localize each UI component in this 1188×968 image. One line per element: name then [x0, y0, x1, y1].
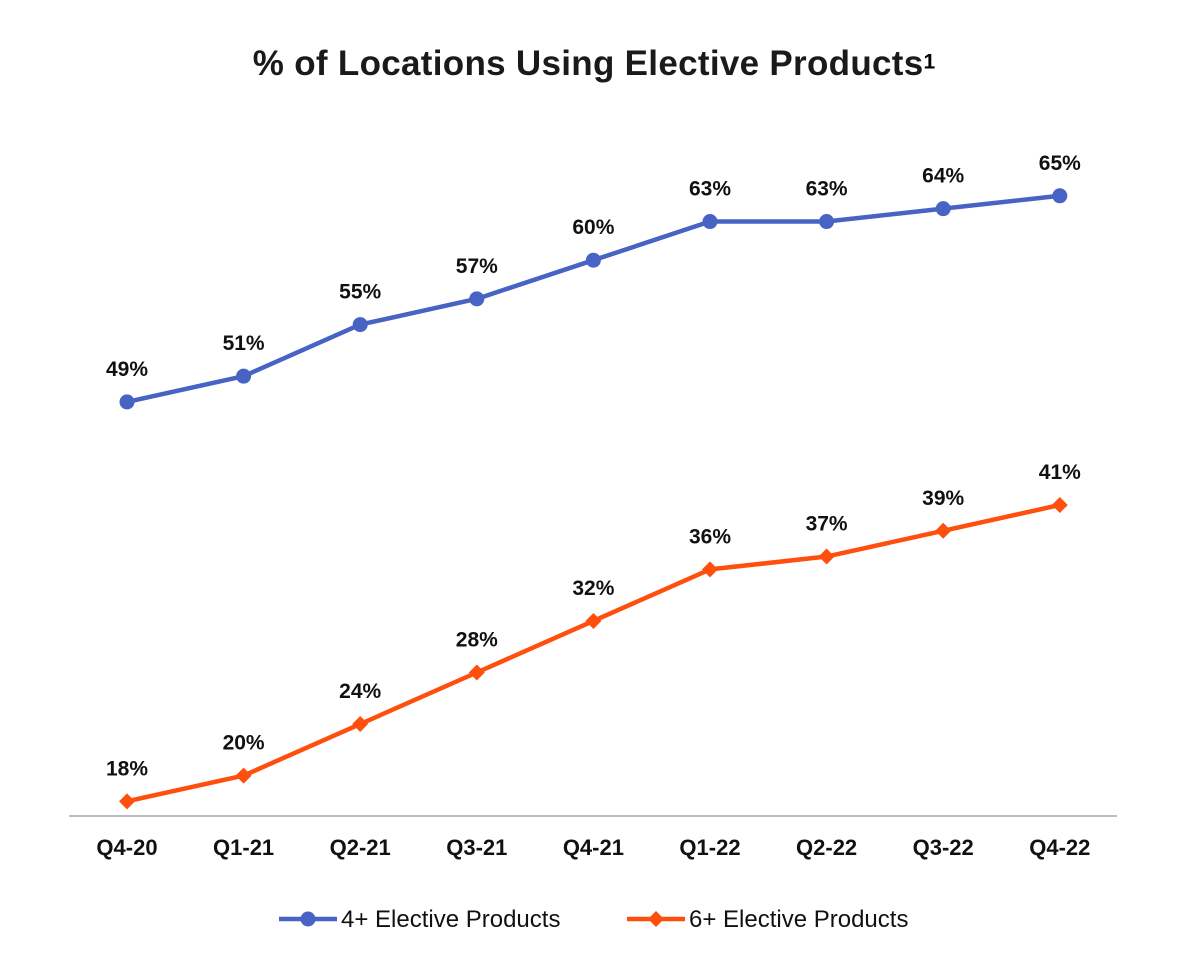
- legend-label: 6+ Elective Products: [689, 906, 908, 933]
- data-point-marker: [300, 911, 316, 927]
- data-label: 24%: [339, 680, 381, 703]
- data-label: 63%: [689, 178, 731, 201]
- data-label: 65%: [1039, 152, 1081, 175]
- data-label: 49%: [106, 358, 148, 381]
- data-label: 60%: [572, 216, 614, 239]
- x-tick-label: Q2-21: [330, 835, 391, 860]
- data-label: 18%: [106, 757, 148, 780]
- data-label: 63%: [806, 178, 848, 201]
- data-label: 20%: [223, 732, 265, 755]
- x-tick-label: Q2-22: [796, 835, 857, 860]
- series-layer: 49% 51% 55% 57% 60% 63% 63% 64% 65% 18% 20% 24% 28% 3…: [106, 152, 1081, 810]
- data-point-marker: [352, 317, 368, 333]
- data-point-marker: [352, 716, 369, 733]
- data-label: 28%: [456, 629, 498, 652]
- chart-title: % of Locations Using Elective Products: [252, 44, 924, 83]
- data-label: 51%: [223, 332, 265, 355]
- data-label: 36%: [689, 525, 731, 548]
- data-point-marker: [1051, 497, 1068, 513]
- data-label: 55%: [339, 281, 381, 304]
- data-point-marker: [935, 201, 951, 217]
- x-tick-label: Q4-21: [563, 835, 624, 860]
- data-point-marker: [119, 793, 135, 810]
- data-label: 64%: [922, 165, 964, 188]
- legend: 4+ Elective Products 6+ Elective Products: [279, 906, 908, 933]
- data-point-marker: [818, 548, 835, 565]
- x-tick-label: Q3-22: [913, 835, 974, 860]
- x-tick-label: Q1-22: [679, 835, 740, 860]
- data-point-marker: [648, 911, 664, 927]
- series-2: 18% 20% 24% 28% 32% 36% 37% 39% 41%: [106, 461, 1081, 810]
- x-tick-label: Q4-22: [1029, 835, 1090, 860]
- x-tick-label: Q3-21: [446, 835, 507, 860]
- data-point-marker: [819, 214, 835, 230]
- data-point-marker: [468, 664, 485, 681]
- data-point-marker: [585, 612, 602, 629]
- data-point-marker: [236, 368, 252, 384]
- series-line: [124, 502, 1063, 804]
- data-point-marker: [119, 394, 135, 410]
- data-point-marker: [935, 522, 952, 539]
- data-label: 37%: [806, 513, 848, 536]
- legend-item: 6+ Elective Products: [627, 906, 908, 933]
- data-point-marker: [469, 291, 485, 307]
- data-point-marker: [702, 561, 718, 578]
- data-label: 57%: [456, 255, 498, 278]
- chart-title-container: % of Locations Using Elective Products1: [0, 44, 1188, 84]
- data-label: 41%: [1039, 461, 1081, 484]
- data-point-marker: [1052, 188, 1068, 204]
- data-point-marker: [235, 767, 252, 784]
- data-label: 32%: [572, 577, 614, 600]
- legend-label: 4+ Elective Products: [341, 906, 560, 933]
- data-point-marker: [702, 214, 718, 230]
- chart-title-footnote: 1: [923, 50, 936, 74]
- series-1: 49% 51% 55% 57% 60% 63% 63% 64% 65%: [106, 152, 1081, 410]
- data-label: 39%: [922, 487, 964, 510]
- data-point-marker: [585, 252, 601, 268]
- legend-item: 4+ Elective Products: [279, 906, 560, 933]
- x-axis-ticks: Q4-20 Q1-21 Q2-21 Q3-21 Q4-21 Q1-22 Q2-22 Q3-22…: [96, 835, 1090, 860]
- x-tick-label: Q4-20: [96, 835, 157, 860]
- x-tick-label: Q1-21: [213, 835, 274, 860]
